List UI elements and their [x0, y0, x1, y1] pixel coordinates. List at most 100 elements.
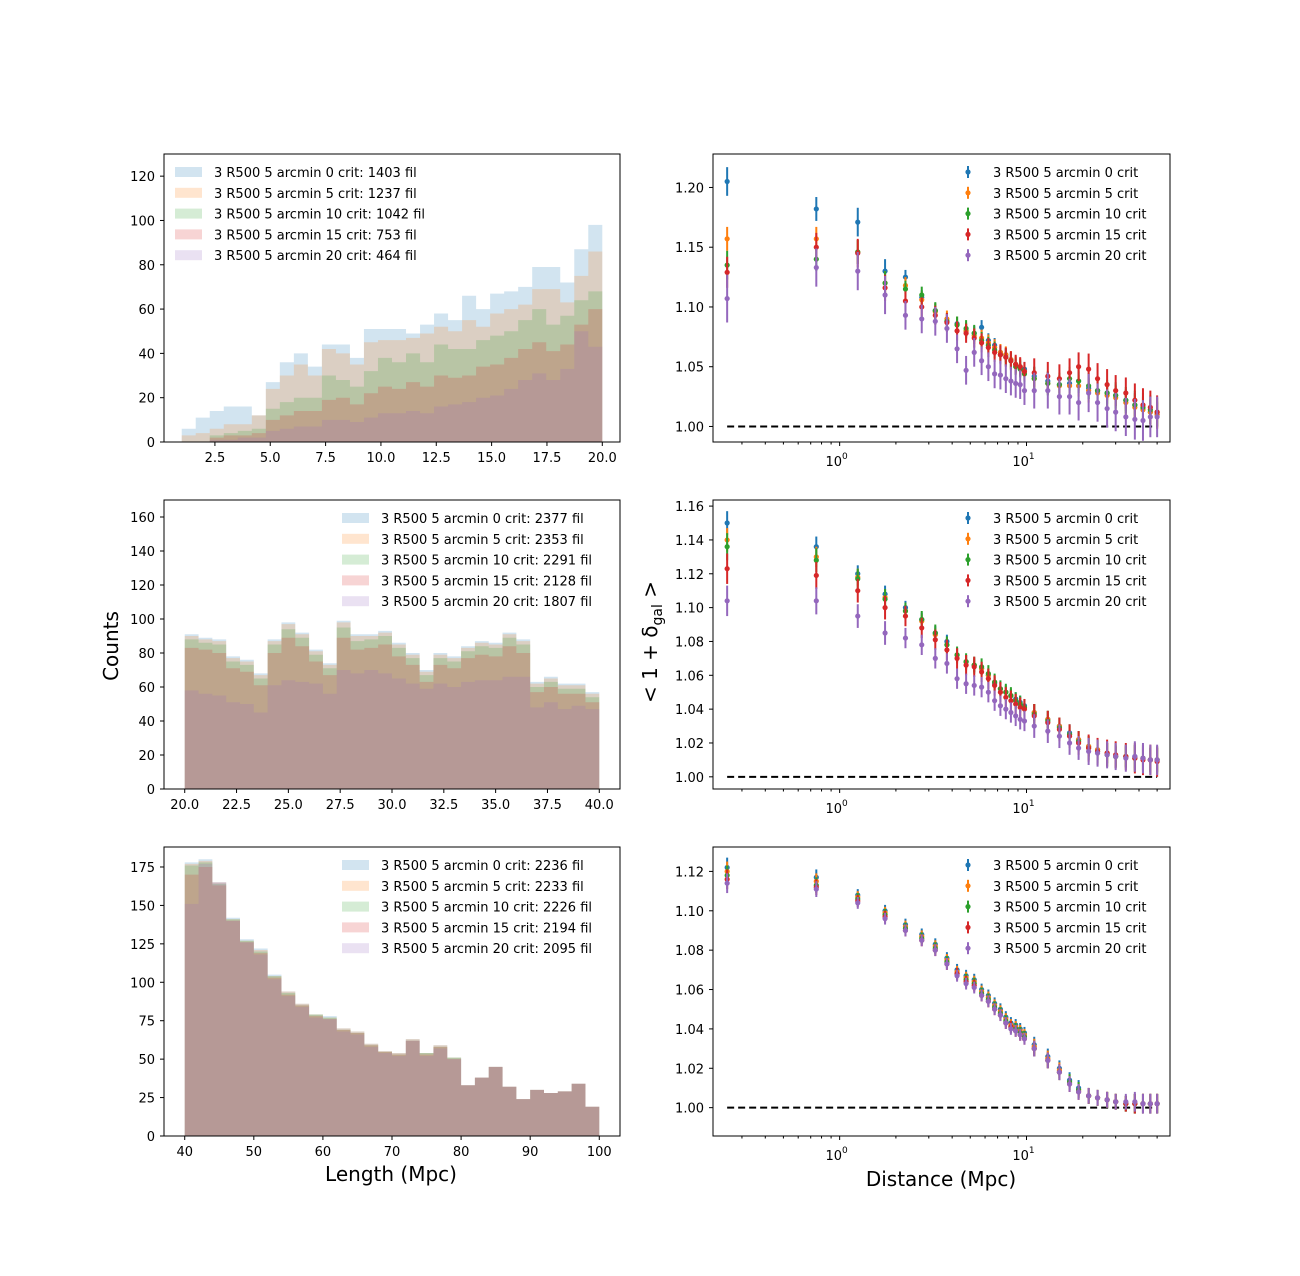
data-point: [882, 605, 888, 611]
y-tick-label: 40: [138, 715, 155, 730]
y-tick-label: 1.20: [675, 181, 704, 196]
errorbar-panel-3: 100 1011.001.021.041.061.081.101.121.141.…: [675, 499, 1171, 817]
data-point: [902, 286, 909, 292]
x-tick-base: 10: [826, 802, 843, 817]
legend-label: 3 R500 5 arcmin 5 crit: 2233 fil: [381, 880, 584, 895]
legend-swatch: [342, 575, 369, 586]
data-point: [1094, 376, 1101, 382]
data-point: [997, 689, 1004, 695]
legend-label: 3 R500 5 arcmin 15 crit: 2194 fil: [381, 921, 592, 936]
x-tick-label: 100: [826, 452, 849, 470]
legend-label: 3 R500 5 arcmin 0 crit: 2236 fil: [381, 859, 584, 874]
data-point: [1013, 701, 1019, 707]
data-point: [932, 318, 938, 324]
data-point: [882, 916, 888, 922]
data-point: [1094, 1095, 1101, 1101]
x-tick-exponent: 0: [842, 452, 848, 462]
data-point: [813, 244, 819, 250]
legend-label: 3 R500 5 arcmin 20 crit: 2095 fil: [381, 942, 592, 957]
data-point: [1017, 364, 1023, 370]
data-point: [919, 292, 925, 298]
y-tick-label: 0: [147, 783, 155, 798]
x-tick-label: 12.5: [422, 451, 451, 466]
legend-marker: [965, 169, 971, 175]
data-point: [963, 330, 969, 336]
data-point: [813, 557, 819, 563]
errorbar-series-4: [724, 248, 1160, 441]
x-tick-exponent: 1: [1029, 1146, 1035, 1156]
data-point: [1008, 358, 1014, 364]
data-point: [724, 236, 730, 242]
y-tick-label: 75: [138, 1015, 155, 1030]
legend-label: 3 R500 5 arcmin 15 crit: 753 fil: [214, 228, 417, 243]
data-point: [724, 566, 730, 572]
x-tick-base: 10: [826, 1149, 843, 1164]
legend-marker: [965, 945, 971, 951]
legend-label: 3 R500 5 arcmin 0 crit: 2377 fil: [381, 512, 584, 527]
y-tick-label: 1.12: [675, 568, 704, 583]
data-point: [724, 178, 730, 185]
hist-series-2: [184, 627, 600, 789]
legend-label: 3 R500 5 arcmin 5 crit: 1237 fil: [214, 187, 417, 202]
legend-marker: [965, 211, 971, 217]
data-point: [1056, 733, 1063, 739]
legend-swatch: [342, 943, 369, 954]
data-point: [1147, 1101, 1153, 1107]
data-point: [963, 662, 969, 668]
data-point: [1031, 723, 1037, 729]
legend-marker: [965, 536, 971, 542]
y-tick-label: 1.05: [675, 361, 704, 376]
data-point: [1147, 414, 1153, 420]
data-point: [1154, 1101, 1160, 1107]
legend-marker: [965, 252, 971, 258]
x-tick-label: 80: [453, 1145, 470, 1160]
y-tick-label: 20: [138, 392, 155, 407]
x-tick-label: 50: [246, 1145, 263, 1160]
data-point: [985, 364, 991, 370]
panels: 2.5 5.0 7.5 10.0 12.5 15.0 17.5 20.002040608010…: [130, 153, 1171, 1164]
data-point: [954, 655, 960, 661]
data-point: [1113, 388, 1119, 394]
legend-swatch: [175, 208, 202, 219]
y-tick-label: 100: [130, 613, 155, 628]
axes-frame: [163, 153, 621, 443]
legend-label: 3 R500 5 arcmin 15 crit: 2128 fil: [381, 574, 592, 589]
data-point: [1094, 399, 1101, 406]
data-point: [902, 613, 909, 619]
y-tick-label: 1.10: [675, 602, 704, 617]
data-point: [979, 669, 985, 675]
hist-series-0: [181, 224, 603, 442]
hist-series-4: [184, 670, 600, 789]
data-point: [963, 981, 969, 987]
data-point: [1123, 414, 1129, 420]
legend-label: 3 R500 5 arcmin 20 crit: [993, 595, 1146, 610]
data-point: [944, 647, 950, 653]
data-point: [1008, 1026, 1014, 1032]
legend-swatch: [342, 596, 369, 607]
data-point: [1013, 380, 1019, 387]
legend-swatch: [342, 513, 369, 523]
data-point: [855, 219, 861, 225]
data-point: [985, 689, 991, 695]
data-point: [954, 676, 960, 682]
x-tick-label: 5.0: [260, 451, 281, 466]
y-tick-label: 120: [130, 170, 155, 185]
hist-series-2: [184, 862, 600, 1136]
y-tick-label: 80: [138, 259, 155, 274]
data-point: [1056, 1069, 1063, 1075]
y-tick-label: 20: [138, 749, 155, 764]
data-point: [813, 572, 819, 579]
histogram-panel-0: 2.5 5.0 7.5 10.0 12.5 15.0 17.5 20.0 0 20 40 60 80 10…: [130, 153, 621, 466]
data-point: [1104, 1097, 1110, 1103]
y-tick-label: 100: [130, 976, 155, 991]
y-tick-label: 25: [138, 1092, 155, 1107]
y-tick-label: 80: [138, 647, 155, 662]
legend-swatch: [175, 250, 202, 261]
x-tick-label: 60: [315, 1145, 332, 1160]
y-tick-label: 1.16: [675, 500, 704, 515]
data-point: [985, 998, 991, 1004]
hist-series-3: [184, 637, 600, 789]
data-point: [1123, 390, 1129, 396]
legend-swatch: [175, 229, 202, 240]
data-point: [971, 349, 977, 355]
